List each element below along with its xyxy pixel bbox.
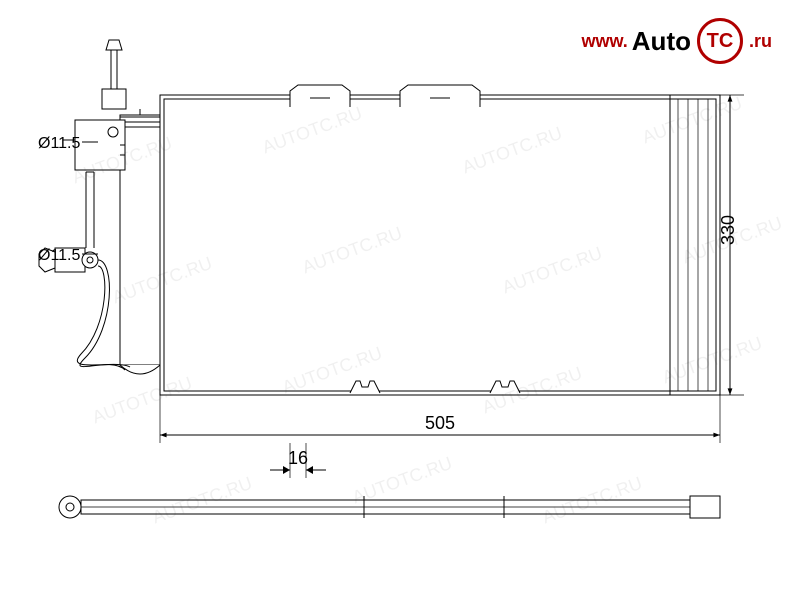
svg-text:16: 16 [288,448,308,468]
svg-text:Ø11.5: Ø11.5 [38,247,81,264]
logo-auto: Auto [632,26,691,57]
logo-ru: .ru [749,31,772,52]
site-logo: www. Auto TC .ru [581,18,772,64]
logo-www: www. [581,31,627,52]
technical-drawing: Ø11.5 Ø11.5 330 505 16 [0,0,800,600]
svg-text:330: 330 [718,215,738,245]
svg-text:505: 505 [425,413,455,433]
logo-tc-circle: TC [697,18,743,64]
svg-text:Ø11.5: Ø11.5 [38,135,81,152]
